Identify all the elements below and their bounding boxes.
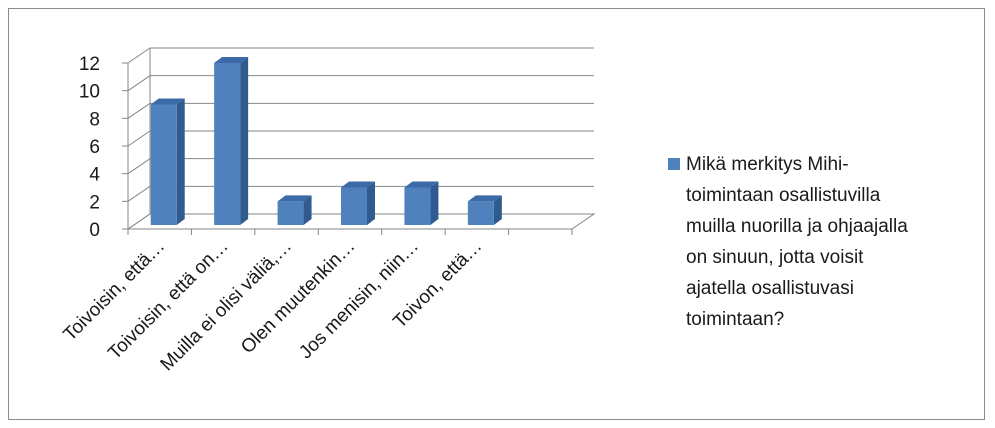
bar xyxy=(404,187,431,225)
y-tick-label: 4 xyxy=(89,165,100,186)
bar-top xyxy=(341,181,375,188)
bar-top xyxy=(214,57,249,63)
x-tick-label: Olen muutenkin… xyxy=(237,236,359,358)
side-gridline xyxy=(127,185,151,202)
bar xyxy=(341,187,367,225)
side-gridline xyxy=(127,130,151,147)
bar-top xyxy=(404,181,439,188)
legend-line: ajatella osallistuvasi xyxy=(686,278,854,299)
bar-top xyxy=(150,98,185,105)
legend-line: muilla nuorilla ja ohjaajalla xyxy=(686,216,908,237)
side-gridline xyxy=(127,158,151,175)
bar-side xyxy=(303,195,312,225)
legend: Mikä merkitys Mihi- toimintaan osallistu… xyxy=(668,149,988,335)
y-tick-label: 12 xyxy=(79,54,100,75)
x-tick-label: Toivoisin, että on… xyxy=(104,236,232,364)
bar xyxy=(467,201,494,225)
legend-line: Mikä merkitys Mihi- xyxy=(686,154,849,175)
legend-line: toimintaan osallistuvilla xyxy=(686,185,881,206)
bar xyxy=(277,201,304,225)
y-tick-label: 10 xyxy=(79,82,100,103)
bar-side xyxy=(430,181,439,225)
legend-label: Mikä merkitys Mihi- toimintaan osallistu… xyxy=(686,149,986,335)
y-tick-label: 2 xyxy=(89,192,100,213)
side-gridline xyxy=(127,102,151,119)
side-gridline xyxy=(127,75,151,92)
y-tick-label: 8 xyxy=(89,109,100,130)
y-tick-label: 6 xyxy=(89,137,100,158)
floor xyxy=(126,213,596,230)
bar-side xyxy=(240,57,249,225)
x-tick-label: Jos menisin, niin… xyxy=(295,236,423,364)
bar xyxy=(214,63,241,225)
legend-line: on sinuun, jotta voisit xyxy=(686,247,864,268)
legend-swatch xyxy=(668,158,680,170)
legend-line: toimintaan? xyxy=(686,309,785,330)
bar-side xyxy=(176,98,185,225)
bar xyxy=(150,104,177,225)
bar-top xyxy=(277,195,312,202)
side-gridline xyxy=(127,47,151,64)
bar-side xyxy=(493,195,502,225)
bar-side xyxy=(367,181,375,225)
bar-top xyxy=(467,195,502,202)
y-tick-label: 0 xyxy=(89,220,100,241)
